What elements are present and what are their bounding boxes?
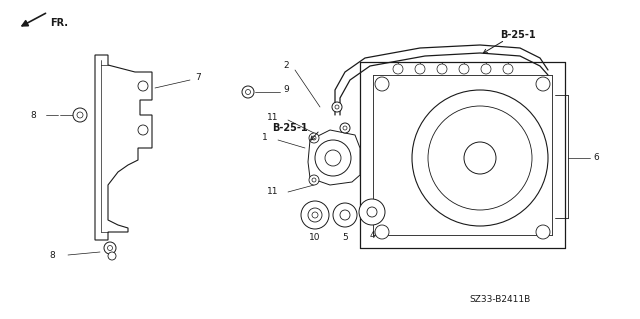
Circle shape: [375, 77, 389, 91]
Circle shape: [343, 126, 347, 130]
Circle shape: [138, 125, 148, 135]
Text: 7: 7: [195, 73, 201, 83]
Circle shape: [312, 178, 316, 182]
Circle shape: [138, 81, 148, 91]
Text: 11: 11: [266, 114, 278, 122]
Circle shape: [308, 208, 322, 222]
Text: 8: 8: [30, 110, 36, 120]
Circle shape: [301, 201, 329, 229]
Circle shape: [104, 242, 116, 254]
Circle shape: [315, 140, 351, 176]
Text: SZ33-B2411B: SZ33-B2411B: [469, 295, 531, 305]
Circle shape: [73, 108, 87, 122]
Circle shape: [246, 90, 250, 94]
Circle shape: [335, 105, 339, 109]
Circle shape: [309, 133, 319, 143]
Circle shape: [536, 225, 550, 239]
Circle shape: [503, 64, 513, 74]
Text: 9: 9: [283, 85, 289, 94]
Text: B-25-1: B-25-1: [272, 123, 308, 133]
Circle shape: [428, 106, 532, 210]
Circle shape: [325, 150, 341, 166]
Circle shape: [340, 123, 350, 133]
Circle shape: [108, 246, 113, 250]
Circle shape: [412, 90, 548, 226]
Circle shape: [340, 210, 350, 220]
Text: 11: 11: [266, 188, 278, 197]
Polygon shape: [308, 130, 360, 185]
Circle shape: [375, 225, 389, 239]
Circle shape: [309, 175, 319, 185]
Text: 8: 8: [49, 251, 55, 261]
Circle shape: [367, 207, 377, 217]
Circle shape: [536, 77, 550, 91]
Text: 6: 6: [593, 153, 599, 162]
Circle shape: [459, 64, 469, 74]
Text: 5: 5: [342, 234, 348, 242]
Circle shape: [333, 203, 357, 227]
Text: B-25-1: B-25-1: [500, 30, 536, 40]
Circle shape: [77, 112, 83, 118]
Circle shape: [332, 102, 342, 112]
Text: 1: 1: [262, 133, 268, 143]
Circle shape: [359, 199, 385, 225]
Circle shape: [437, 64, 447, 74]
Circle shape: [464, 142, 496, 174]
Circle shape: [312, 136, 316, 140]
Text: 4: 4: [369, 232, 375, 241]
Text: 2: 2: [283, 61, 289, 70]
Text: FR.: FR.: [50, 18, 68, 28]
Polygon shape: [95, 55, 152, 240]
Text: 10: 10: [309, 234, 321, 242]
Text: 3: 3: [314, 153, 320, 162]
Circle shape: [312, 212, 318, 218]
Circle shape: [108, 252, 116, 260]
Circle shape: [393, 64, 403, 74]
Circle shape: [415, 64, 425, 74]
Circle shape: [481, 64, 491, 74]
Circle shape: [242, 86, 254, 98]
